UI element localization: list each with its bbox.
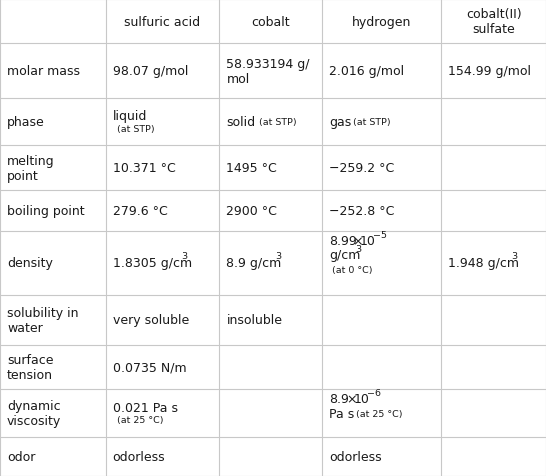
Text: hydrogen: hydrogen (352, 16, 411, 29)
Text: 10.371 °C: 10.371 °C (112, 162, 175, 175)
Text: solid: solid (227, 116, 256, 129)
Text: molar mass: molar mass (7, 65, 80, 78)
Text: (at 25 °C): (at 25 °C) (117, 416, 163, 425)
Text: −5: −5 (372, 230, 387, 239)
Text: surface
tension: surface tension (7, 353, 54, 381)
Text: Pa s: Pa s (329, 407, 354, 420)
Text: cobalt(II)
sulfate: cobalt(II) sulfate (466, 8, 521, 36)
Text: 1.948 g/cm: 1.948 g/cm (448, 257, 519, 270)
Text: cobalt: cobalt (251, 16, 290, 29)
Text: (at 0 °C): (at 0 °C) (332, 265, 372, 274)
Text: (at STP): (at STP) (353, 118, 391, 127)
Text: solubility in
water: solubility in water (7, 306, 79, 334)
Text: density: density (7, 257, 53, 270)
Text: 2900 °C: 2900 °C (227, 205, 277, 218)
Text: odorless: odorless (329, 450, 382, 463)
Text: 3: 3 (181, 251, 187, 260)
Text: ×: × (352, 235, 363, 248)
Text: boiling point: boiling point (7, 205, 85, 218)
Text: very soluble: very soluble (112, 314, 189, 327)
Text: 8.99: 8.99 (329, 235, 357, 248)
Text: −259.2 °C: −259.2 °C (329, 162, 394, 175)
Text: gas: gas (329, 116, 351, 129)
Text: phase: phase (7, 116, 45, 129)
Text: 8.9: 8.9 (329, 393, 349, 406)
Text: 3: 3 (511, 251, 518, 260)
Text: 279.6 °C: 279.6 °C (112, 205, 168, 218)
Text: odorless: odorless (112, 450, 165, 463)
Text: (at STP): (at STP) (117, 124, 155, 133)
Text: melting
point: melting point (7, 154, 55, 182)
Text: odor: odor (7, 450, 35, 463)
Text: 8.9 g/cm: 8.9 g/cm (227, 257, 282, 270)
Text: 3: 3 (355, 245, 361, 254)
Text: 0.0735 N/m: 0.0735 N/m (112, 361, 186, 374)
Text: −252.8 °C: −252.8 °C (329, 205, 394, 218)
Text: sulfuric acid: sulfuric acid (124, 16, 200, 29)
Text: 10: 10 (360, 235, 376, 248)
Text: ×: × (346, 393, 357, 406)
Text: 2.016 g/mol: 2.016 g/mol (329, 65, 404, 78)
Text: −6: −6 (366, 388, 381, 397)
Text: (at 25 °C): (at 25 °C) (356, 409, 402, 418)
Text: 10: 10 (354, 393, 370, 406)
Text: liquid: liquid (112, 110, 147, 123)
Text: dynamic
viscosity: dynamic viscosity (7, 399, 61, 427)
Text: insoluble: insoluble (227, 314, 282, 327)
Text: 58.933194 g/
mol: 58.933194 g/ mol (227, 58, 310, 85)
Text: g/cm: g/cm (329, 249, 360, 262)
Text: 1.8305 g/cm: 1.8305 g/cm (112, 257, 192, 270)
Text: 1495 °C: 1495 °C (227, 162, 277, 175)
Text: 0.021 Pa s: 0.021 Pa s (112, 401, 177, 414)
Text: 98.07 g/mol: 98.07 g/mol (112, 65, 188, 78)
Text: (at STP): (at STP) (259, 118, 297, 127)
Text: 154.99 g/mol: 154.99 g/mol (448, 65, 531, 78)
Text: 3: 3 (275, 251, 281, 260)
